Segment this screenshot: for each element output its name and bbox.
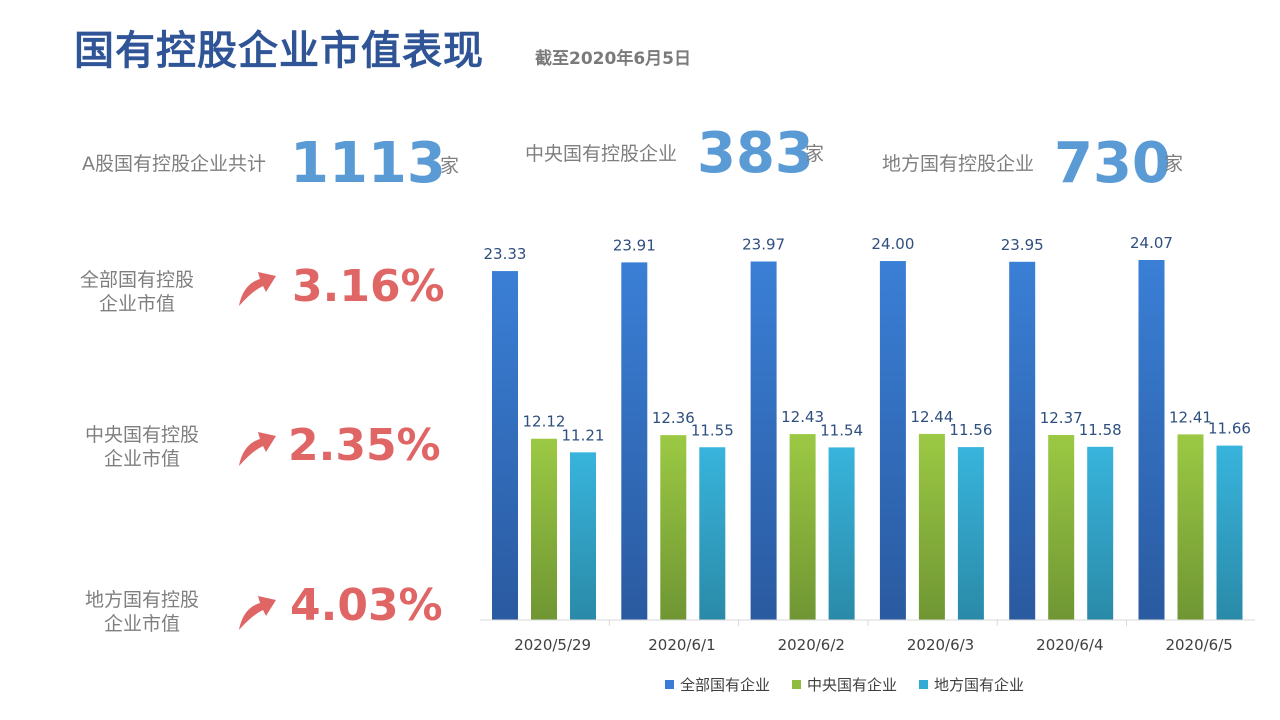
stat-central-unit: 家 — [805, 143, 825, 165]
data-label-local-0: 11.21 — [562, 426, 605, 444]
legend-item-local: 地方国有企业 — [919, 674, 1024, 695]
x-tick-label-2: 2020/6/2 — [778, 636, 845, 654]
data-label-central-2: 12.43 — [781, 408, 824, 426]
bar-local-1 — [699, 447, 726, 620]
kpi-local-label-line2: 企业市值 — [103, 613, 180, 635]
data-label-local-1: 11.55 — [691, 421, 734, 439]
bar-central-5 — [1177, 434, 1204, 620]
x-tick-label-3: 2020/6/3 — [907, 636, 974, 654]
legend-item-central: 中央国有企业 — [792, 674, 897, 695]
x-tick-label-0: 2020/5/29 — [514, 636, 591, 654]
stat-central-value: 383 — [697, 121, 814, 186]
arrow-up-icon — [239, 272, 276, 306]
data-label-central-4: 12.37 — [1040, 409, 1083, 427]
legend-label-all: 全部国有企业 — [680, 675, 771, 694]
kpi-all-label-line1: 全部国有控股 — [79, 269, 194, 291]
data-label-all-5: 24.07 — [1130, 234, 1173, 252]
data-label-central-1: 12.36 — [652, 409, 695, 427]
legend-label-local: 地方国有企业 — [934, 675, 1025, 694]
bar-all-3 — [879, 261, 906, 620]
bar-central-0 — [531, 438, 557, 620]
arrow-up-icon — [239, 432, 276, 466]
bar-central-4 — [1048, 434, 1075, 620]
data-label-all-3: 24.00 — [871, 235, 914, 253]
kpi-all-label-line2: 企业市值 — [98, 293, 175, 315]
stat-central: 中央国有控股企业 383 家 — [525, 118, 835, 188]
kpi-all-value: 3.16% — [292, 261, 445, 312]
bar-central-3 — [918, 433, 945, 620]
data-label-all-2: 23.97 — [742, 235, 785, 253]
bar-local-0 — [570, 452, 596, 620]
bar-all-5 — [1138, 260, 1165, 620]
stat-total-value: 1113 — [290, 131, 446, 196]
stat-total-label: A股国有控股企业共计 — [82, 153, 266, 175]
bar-central-1 — [660, 435, 687, 620]
data-label-central-3: 12.44 — [910, 408, 953, 426]
legend-item-all: 全部国有企业 — [665, 674, 770, 695]
stat-total-unit: 家 — [440, 155, 460, 177]
bar-local-5 — [1216, 445, 1243, 620]
data-label-all-4: 23.95 — [1001, 236, 1044, 254]
bar-local-3 — [957, 447, 984, 620]
kpi-all-label: 全部国有控股 企业市值 — [52, 268, 222, 316]
data-label-central-5: 12.41 — [1169, 408, 1212, 426]
stat-local-unit: 家 — [1164, 153, 1184, 175]
bar-all-1 — [621, 262, 648, 620]
bar-all-2 — [750, 261, 777, 620]
bar-all-0 — [492, 271, 518, 620]
stat-total: A股国有控股企业共计 1113 家 — [82, 122, 472, 192]
kpi-local-label: 地方国有控股 企业市值 — [57, 588, 227, 636]
legend-swatch-central — [792, 679, 802, 689]
legend-swatch-all — [665, 679, 674, 689]
legend-swatch-local — [919, 679, 929, 689]
chart-legend: 全部国有企业 中央国有企业 地方国有企业 — [665, 674, 1024, 694]
x-tick-label-5: 2020/6/5 — [1165, 636, 1232, 654]
kpi-central-label-line1: 中央国有控股 — [84, 424, 199, 446]
bar-local-4 — [1087, 446, 1114, 620]
x-tick-label-4: 2020/6/4 — [1036, 636, 1103, 654]
page-title: 国有控股企业市值表现 — [74, 28, 484, 74]
legend-label-central: 中央国有企业 — [807, 675, 898, 694]
stat-central-label: 中央国有控股企业 — [525, 143, 678, 165]
data-label-local-3: 11.56 — [949, 421, 992, 439]
kpi-central-label-line2: 企业市值 — [103, 448, 180, 470]
kpi-central-value: 2.35% — [288, 420, 441, 471]
page-subtitle: 截至2020年6月5日 — [535, 49, 691, 69]
kpi-central-label: 中央国有控股 企业市值 — [57, 423, 227, 471]
bar-central-2 — [789, 434, 816, 620]
stat-local-label: 地方国有控股企业 — [882, 153, 1035, 175]
bar-all-4 — [1009, 261, 1036, 620]
kpi-local-value: 4.03% — [290, 580, 443, 631]
x-tick-label-1: 2020/6/1 — [648, 636, 715, 654]
data-label-local-5: 11.66 — [1208, 420, 1251, 438]
data-label-local-2: 11.54 — [820, 421, 863, 439]
data-label-central-0: 12.12 — [523, 413, 566, 431]
data-label-all-0: 23.33 — [484, 245, 527, 263]
arrow-up-icon — [239, 596, 276, 630]
data-label-all-1: 23.91 — [613, 236, 656, 254]
bar-local-2 — [828, 447, 855, 620]
stat-local-value: 730 — [1054, 131, 1171, 196]
stat-local: 地方国有控股企业 730 家 — [882, 122, 1202, 192]
kpi-local-label-line1: 地方国有控股 — [84, 589, 199, 611]
data-label-local-4: 11.58 — [1079, 421, 1122, 439]
